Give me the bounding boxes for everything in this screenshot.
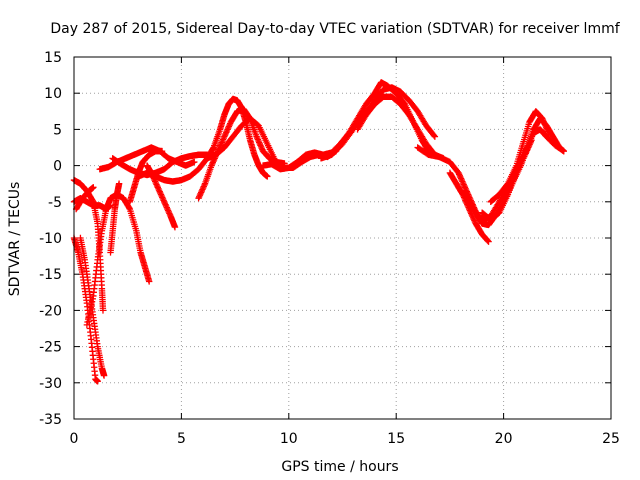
y-tick-label: -15	[39, 267, 62, 283]
series-track-19	[446, 169, 492, 245]
x-tick-label: 0	[70, 431, 79, 447]
y-tick-label: -10	[39, 231, 62, 247]
data-point	[560, 147, 567, 155]
data-point	[90, 184, 97, 191]
series-track-21	[487, 108, 552, 205]
y-tick-label: 5	[53, 122, 62, 138]
chart-title: Day 287 of 2015, Sidereal Day-to-day VTE…	[50, 21, 620, 37]
series-track-12	[135, 95, 271, 185]
y-tick-label: -20	[39, 303, 62, 319]
y-tick-label: 0	[53, 159, 62, 175]
data-point	[264, 173, 271, 180]
y-axis-label: SDTVAR / TECUs	[7, 182, 23, 297]
data-point	[115, 180, 123, 187]
x-tick-label: 10	[280, 431, 298, 447]
y-tick-labels: -35 -30 -25 -20 -15 -10 -5 0 5 10 15	[39, 50, 62, 428]
x-tick-label: 5	[177, 431, 186, 447]
series-track-1	[70, 234, 101, 385]
data-point	[145, 278, 153, 285]
series-track-7	[107, 180, 123, 256]
series-track-15	[259, 79, 432, 173]
y-tick-label: 15	[44, 50, 62, 66]
x-tick-label: 25	[602, 431, 620, 447]
data-point	[545, 129, 552, 137]
y-tick-label: -30	[39, 376, 62, 392]
data-point	[171, 223, 179, 231]
y-tick-label: 10	[44, 86, 62, 102]
data-point	[94, 378, 101, 385]
series-track-2	[77, 234, 108, 379]
y-tick-label: -5	[48, 195, 62, 211]
data-point	[100, 372, 108, 379]
y-tick-label: -35	[39, 412, 62, 428]
data-points	[70, 79, 567, 385]
data-point	[99, 307, 107, 314]
plot-frame	[73, 56, 612, 420]
data-point	[431, 133, 439, 140]
x-axis-label: GPS time / hours	[281, 459, 398, 475]
grid	[74, 57, 611, 419]
data-point	[528, 137, 535, 144]
x-tick-labels: 0 5 10 15 20 25	[70, 431, 620, 447]
x-tick-label: 20	[495, 431, 513, 447]
data-point	[430, 132, 438, 139]
data-point	[191, 158, 198, 166]
data-point	[485, 238, 492, 245]
series-track-22	[478, 137, 535, 224]
series-track-6	[83, 191, 153, 329]
y-tick-label: -25	[39, 340, 62, 356]
x-tick-label: 15	[387, 431, 405, 447]
